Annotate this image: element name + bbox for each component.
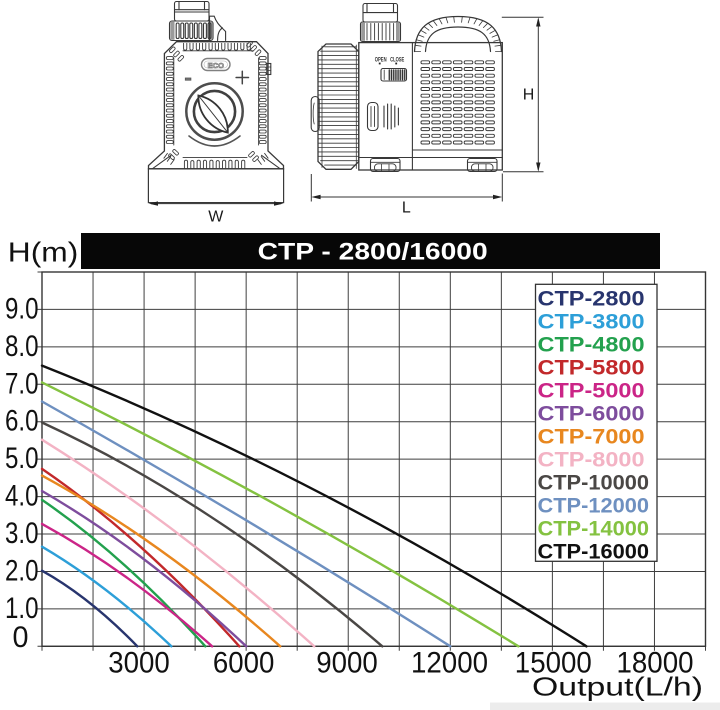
svg-text:3000: 3000 <box>108 647 170 680</box>
svg-text:9000: 9000 <box>316 647 378 680</box>
svg-text:CTP-5000: CTP-5000 <box>538 378 645 403</box>
svg-text:H(m): H(m) <box>8 236 79 267</box>
svg-text:15000: 15000 <box>515 647 592 680</box>
svg-text:4.0: 4.0 <box>5 480 39 513</box>
svg-text:CTP-5800: CTP-5800 <box>538 355 645 380</box>
svg-text:CTP-7000: CTP-7000 <box>538 424 645 449</box>
svg-text:CTP-6000: CTP-6000 <box>538 401 645 426</box>
svg-text:18000: 18000 <box>617 647 694 680</box>
svg-text:0: 0 <box>13 621 29 654</box>
svg-text:CTP-12000: CTP-12000 <box>538 492 650 517</box>
svg-text:2.0: 2.0 <box>5 554 39 587</box>
svg-text:6.0: 6.0 <box>5 405 39 438</box>
svg-text:H: H <box>523 87 535 104</box>
svg-text:5.0: 5.0 <box>5 442 39 475</box>
svg-text:12000: 12000 <box>411 647 488 680</box>
svg-text:CTP-3800: CTP-3800 <box>538 309 645 334</box>
svg-text:9.0: 9.0 <box>5 292 39 325</box>
svg-text:CTP-16000: CTP-16000 <box>538 538 650 563</box>
svg-text:CTP-8000: CTP-8000 <box>538 447 645 472</box>
svg-text:L: L <box>402 200 411 217</box>
svg-text:1.0: 1.0 <box>5 592 39 625</box>
svg-text:OPEN: OPEN <box>375 58 387 64</box>
svg-text:6000: 6000 <box>213 647 275 680</box>
svg-text:CTP-4800: CTP-4800 <box>538 332 645 357</box>
svg-text:7.0: 7.0 <box>5 367 39 400</box>
svg-text:CTP - 2800/16000: CTP - 2800/16000 <box>258 239 488 266</box>
svg-text:3.0: 3.0 <box>5 517 39 550</box>
svg-text:CTP-14000: CTP-14000 <box>538 515 650 540</box>
svg-text:ECO: ECO <box>208 61 224 70</box>
svg-text:W: W <box>208 209 224 226</box>
svg-text:8.0: 8.0 <box>5 330 39 363</box>
svg-text:CLOSE: CLOSE <box>390 58 404 64</box>
svg-text:CTP-10000: CTP-10000 <box>538 469 650 494</box>
svg-text:CTP-2800: CTP-2800 <box>538 286 645 311</box>
svg-text:Output(L/h): Output(L/h) <box>532 672 703 702</box>
